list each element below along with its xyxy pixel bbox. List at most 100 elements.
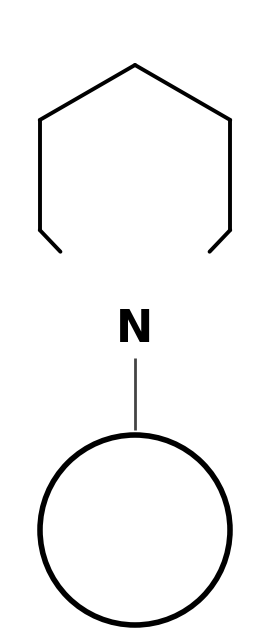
Circle shape: [110, 505, 160, 555]
Circle shape: [68, 463, 202, 597]
Circle shape: [92, 488, 178, 573]
Circle shape: [111, 506, 159, 554]
Ellipse shape: [69, 473, 154, 540]
Circle shape: [93, 488, 177, 572]
Circle shape: [64, 460, 206, 601]
Circle shape: [46, 441, 224, 620]
Circle shape: [68, 463, 202, 597]
Circle shape: [107, 502, 163, 558]
Circle shape: [124, 520, 146, 541]
Circle shape: [66, 461, 204, 599]
Circle shape: [89, 484, 181, 576]
Circle shape: [105, 500, 165, 560]
Circle shape: [127, 522, 143, 538]
Circle shape: [64, 459, 206, 601]
Circle shape: [91, 486, 179, 574]
Circle shape: [104, 499, 166, 561]
Circle shape: [58, 453, 212, 607]
Circle shape: [78, 473, 192, 587]
Circle shape: [108, 503, 162, 557]
Circle shape: [129, 524, 141, 536]
Circle shape: [84, 479, 186, 581]
Circle shape: [115, 511, 154, 550]
Circle shape: [72, 467, 198, 593]
Circle shape: [51, 447, 218, 614]
Circle shape: [86, 481, 184, 579]
Circle shape: [111, 506, 159, 554]
Circle shape: [109, 504, 161, 556]
Circle shape: [45, 440, 225, 620]
Circle shape: [119, 514, 151, 546]
Circle shape: [47, 442, 223, 618]
Circle shape: [52, 447, 218, 613]
Circle shape: [54, 449, 216, 611]
Circle shape: [133, 528, 137, 532]
Circle shape: [88, 483, 182, 577]
Circle shape: [44, 439, 226, 621]
Circle shape: [124, 519, 146, 541]
Circle shape: [81, 476, 189, 584]
Circle shape: [121, 516, 149, 544]
Circle shape: [85, 480, 185, 580]
Circle shape: [82, 477, 188, 582]
Circle shape: [55, 450, 215, 610]
Circle shape: [63, 458, 207, 602]
Circle shape: [103, 498, 167, 562]
Circle shape: [119, 515, 151, 546]
Circle shape: [40, 435, 230, 625]
Circle shape: [113, 508, 157, 552]
Circle shape: [86, 481, 184, 579]
Circle shape: [93, 488, 176, 572]
Circle shape: [40, 435, 230, 625]
Circle shape: [92, 487, 178, 573]
Circle shape: [132, 527, 138, 533]
Circle shape: [88, 483, 182, 577]
Circle shape: [73, 468, 197, 592]
Circle shape: [117, 513, 153, 548]
Circle shape: [118, 513, 152, 547]
Circle shape: [70, 465, 200, 595]
Circle shape: [104, 499, 166, 561]
Circle shape: [49, 444, 221, 616]
Circle shape: [106, 501, 164, 559]
Circle shape: [83, 479, 186, 582]
Circle shape: [83, 478, 187, 582]
Circle shape: [55, 451, 215, 610]
Circle shape: [102, 497, 167, 563]
Circle shape: [99, 493, 171, 566]
Circle shape: [53, 449, 217, 612]
Circle shape: [122, 516, 148, 543]
Circle shape: [116, 511, 154, 549]
Circle shape: [63, 458, 207, 602]
Circle shape: [126, 522, 144, 539]
Circle shape: [57, 452, 213, 608]
Circle shape: [77, 472, 193, 588]
Circle shape: [49, 444, 221, 616]
Circle shape: [75, 470, 195, 589]
Circle shape: [65, 460, 205, 600]
Circle shape: [131, 525, 139, 534]
Circle shape: [133, 527, 137, 532]
Circle shape: [126, 521, 144, 539]
Circle shape: [72, 467, 198, 593]
Circle shape: [44, 439, 226, 621]
Circle shape: [62, 458, 208, 603]
Text: N: N: [116, 308, 154, 351]
Circle shape: [76, 471, 194, 589]
Circle shape: [54, 449, 216, 611]
Circle shape: [125, 520, 145, 540]
Circle shape: [80, 475, 190, 586]
Circle shape: [71, 466, 199, 594]
Circle shape: [51, 446, 219, 614]
Circle shape: [134, 529, 136, 531]
Circle shape: [95, 490, 175, 570]
Circle shape: [125, 520, 144, 540]
Circle shape: [80, 475, 190, 585]
Circle shape: [123, 518, 147, 542]
Circle shape: [132, 527, 138, 533]
Circle shape: [87, 483, 183, 578]
Circle shape: [106, 501, 164, 559]
Circle shape: [61, 456, 209, 604]
Circle shape: [74, 469, 196, 591]
Circle shape: [50, 445, 220, 615]
